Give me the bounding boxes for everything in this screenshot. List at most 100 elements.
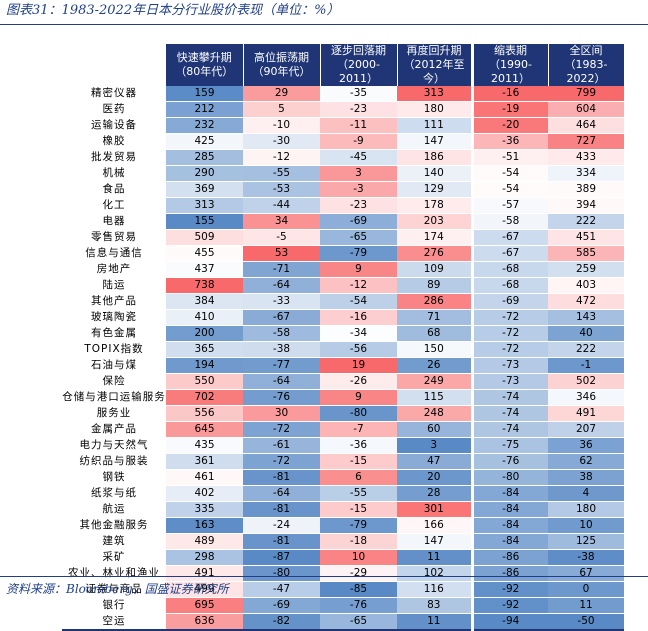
value-cell: -38	[243, 341, 320, 358]
value-cell: -45	[320, 149, 397, 166]
value-cell: 9	[320, 261, 397, 278]
value-cell: 140	[397, 165, 472, 182]
value-cell: -69	[243, 597, 320, 614]
value-cell: -9	[320, 133, 397, 150]
value-cell: 437	[166, 261, 243, 278]
value-cell: -3	[320, 181, 397, 198]
value-cell: -69	[320, 213, 397, 230]
figure-title: 图表31：1983-2022年日本分行业股价表现（单位：%）	[6, 3, 340, 18]
source-note: 资料来源：Bloomberg，国盛证券研究所	[6, 582, 229, 596]
table-row: 其他金融服务 163 -24 -79 166 -84 10	[62, 517, 624, 534]
value-cell: 207	[548, 421, 624, 438]
value-cell: -36	[470, 133, 548, 150]
value-cell: 4	[548, 485, 624, 502]
value-cell: 695	[166, 597, 243, 614]
table-row: 服务业 556 30 -80 248 -74 491	[62, 405, 624, 422]
value-cell: -94	[470, 613, 548, 631]
table-row: 纸浆与纸 402 -64 -55 28 -84 4	[62, 485, 624, 502]
value-cell: 178	[397, 197, 472, 214]
value-cell: 403	[548, 277, 624, 294]
table-row: 电力与天然气 435 -61 -36 3 -75 36	[62, 437, 624, 454]
value-cell: -20	[470, 117, 548, 134]
table-row: 证券与商品 499 -47 -85 116 -92 0	[62, 581, 624, 598]
value-cell: 36	[548, 437, 624, 454]
value-cell: 455	[166, 245, 243, 262]
value-cell: -72	[243, 453, 320, 470]
value-cell: 298	[166, 549, 243, 566]
table-row: 运输设备 232 -10 -11 111 -20 464	[62, 117, 624, 134]
value-cell: -47	[243, 581, 320, 598]
value-cell: -68	[470, 277, 548, 294]
value-cell: -72	[470, 325, 548, 342]
value-cell: 636	[166, 613, 243, 631]
value-cell: 180	[548, 501, 624, 518]
sector-name: 建筑	[62, 533, 166, 550]
value-cell: -38	[548, 549, 624, 566]
value-cell: 361	[166, 453, 243, 470]
sector-name: 电力与天然气	[62, 437, 166, 454]
sector-name: 航运	[62, 501, 166, 518]
value-cell: -75	[470, 437, 548, 454]
value-cell: 60	[397, 421, 472, 438]
value-cell: -55	[243, 165, 320, 182]
value-cell: 491	[548, 405, 624, 422]
value-cell: 129	[397, 181, 472, 198]
table-row: 仓储与港口运输服务 702 -76 9 115 -74 346	[62, 389, 624, 406]
value-cell: 11	[548, 597, 624, 614]
value-cell: -18	[320, 533, 397, 550]
table-row: TOPIX指数 365 -38 -56 150 -72 222	[62, 341, 624, 358]
value-cell: -72	[470, 341, 548, 358]
value-cell: 435	[166, 437, 243, 454]
table-row: 建筑 489 -81 -18 147 -84 125	[62, 533, 624, 550]
value-cell: 212	[166, 101, 243, 118]
value-cell: 11	[397, 613, 472, 631]
value-cell: 19	[320, 357, 397, 374]
sector-name: 信息与通信	[62, 245, 166, 262]
column-header: 高位振荡期 （90年代）	[243, 44, 321, 86]
value-cell: -24	[243, 517, 320, 534]
value-cell: 604	[548, 101, 624, 118]
value-cell: 365	[166, 341, 243, 358]
value-cell: -84	[470, 501, 548, 518]
table-row: 石油与煤 194 -77 19 26 -73 -1	[62, 357, 624, 374]
header-row: 快速攀升期 （80年代） 高位振荡期 （90年代） 逐步回落期 （2000-2011）…	[62, 44, 625, 86]
table-row: 精密仪器 159 29 -35 313 -16 799	[62, 86, 624, 102]
value-cell: 6	[320, 469, 397, 486]
value-cell: 3	[320, 165, 397, 182]
value-cell: -73	[470, 373, 548, 390]
value-cell: 10	[548, 517, 624, 534]
value-cell: -16	[320, 309, 397, 326]
table-row: 空运 636 -82 -65 11 -94 -50	[62, 613, 624, 631]
value-cell: 738	[166, 277, 243, 294]
value-cell: -57	[470, 197, 548, 214]
table-row: 橡胶 425 -30 -9 147 -36 727	[62, 133, 624, 150]
value-cell: 109	[397, 261, 472, 278]
sector-name: 其他金融服务	[62, 517, 166, 534]
value-cell: 180	[397, 101, 472, 118]
sector-name: 批发贸易	[62, 149, 166, 166]
value-cell: -67	[243, 309, 320, 326]
value-cell: -54	[320, 293, 397, 310]
value-cell: 10	[320, 549, 397, 566]
value-cell: -76	[320, 597, 397, 614]
value-cell: -81	[243, 533, 320, 550]
sector-performance-table: 快速攀升期 （80年代） 高位振荡期 （90年代） 逐步回落期 （2000-2011）…	[62, 44, 625, 631]
value-cell: 34	[243, 213, 320, 230]
value-cell: 40	[548, 325, 624, 342]
value-cell: -15	[320, 453, 397, 470]
value-cell: 727	[548, 133, 624, 150]
value-cell: 89	[397, 277, 472, 294]
value-cell: -64	[243, 485, 320, 502]
sector-name: 医药	[62, 101, 166, 118]
value-cell: -34	[320, 325, 397, 342]
value-cell: 472	[548, 293, 624, 310]
value-cell: -86	[470, 565, 548, 582]
table-row: 钢铁 461 -81 6 20 -80 38	[62, 469, 624, 486]
value-cell: -61	[243, 437, 320, 454]
value-cell: -79	[320, 245, 397, 262]
table-row: 化工 313 -44 -23 178 -57 394	[62, 197, 624, 214]
sector-name: 空运	[62, 613, 166, 631]
value-cell: 556	[166, 405, 243, 422]
value-cell: -80	[470, 469, 548, 486]
value-cell: 249	[397, 373, 472, 390]
